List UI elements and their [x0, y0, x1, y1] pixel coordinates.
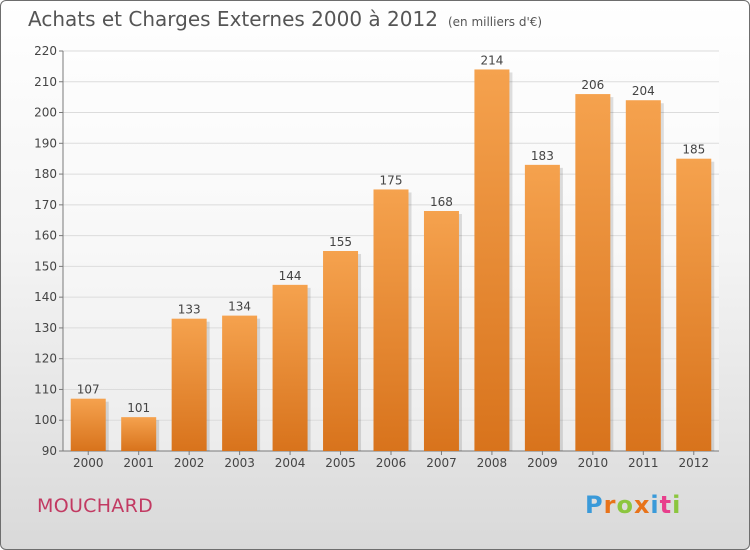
logo-letter: o	[616, 491, 634, 519]
y-tick-label: 100	[34, 413, 57, 427]
bar	[575, 94, 611, 452]
x-tick-label: 2001	[123, 456, 154, 470]
bar	[70, 398, 106, 451]
bar	[272, 284, 308, 451]
bar-value-label: 175	[380, 173, 403, 187]
y-tick-label: 180	[34, 167, 57, 181]
bar-value-label: 107	[77, 383, 100, 397]
x-tick-label: 2000	[73, 456, 104, 470]
bar	[423, 211, 459, 451]
bar-value-label: 214	[480, 53, 503, 67]
bar-value-label: 144	[279, 269, 302, 283]
y-tick-label: 130	[34, 321, 57, 335]
y-tick-label: 210	[34, 75, 57, 89]
y-tick-label: 220	[34, 44, 57, 58]
bar	[222, 315, 258, 451]
bar-value-label: 206	[581, 78, 604, 92]
bar	[524, 164, 560, 451]
bar	[625, 100, 661, 451]
y-tick-label: 200	[34, 106, 57, 120]
x-tick-label: 2007	[426, 456, 457, 470]
logo-letter: x	[633, 491, 651, 519]
bar-value-label: 134	[228, 300, 251, 314]
commune-name: MOUCHARD	[37, 495, 154, 517]
chart-title-block: Achats et Charges Externes 2000 à 2012 (e…	[28, 7, 542, 31]
x-tick-label: 2009	[527, 456, 558, 470]
bar-value-label: 204	[632, 84, 655, 98]
y-tick-label: 120	[34, 352, 57, 366]
x-tick-label: 2005	[325, 456, 356, 470]
logo-letter: i	[650, 491, 660, 519]
bar	[373, 189, 409, 451]
bar-value-label: 155	[329, 235, 352, 249]
y-tick-label: 140	[34, 290, 57, 304]
x-tick-label: 2006	[376, 456, 407, 470]
chart-title: Achats et Charges Externes 2000 à 2012	[28, 7, 438, 31]
x-tick-label: 2004	[275, 456, 306, 470]
bar-value-label: 168	[430, 195, 453, 209]
x-tick-label: 2002	[174, 456, 205, 470]
y-tick-label: 110	[34, 382, 57, 396]
bar	[171, 318, 207, 451]
logo-letter: r	[603, 491, 617, 519]
bar	[474, 69, 510, 451]
y-tick-label: 150	[34, 259, 57, 273]
y-tick-label: 190	[34, 136, 57, 150]
bar	[121, 417, 157, 451]
x-tick-label: 2008	[477, 456, 508, 470]
bar-value-label: 101	[127, 401, 150, 415]
bar-value-label: 183	[531, 149, 554, 163]
chart-unit: (en milliers d'€)	[447, 15, 543, 29]
bar-value-label: 185	[682, 143, 705, 157]
bar	[676, 158, 712, 451]
proxiti-logo: Proxiti	[585, 491, 681, 519]
logo-letter: t	[659, 491, 673, 519]
bar-value-label: 133	[178, 303, 201, 317]
x-tick-label: 2003	[224, 456, 255, 470]
y-tick-label: 90	[42, 444, 57, 458]
x-tick-label: 2010	[578, 456, 609, 470]
x-tick-label: 2012	[678, 456, 709, 470]
logo-letter: P	[585, 491, 604, 519]
logo-letter: i	[672, 491, 682, 519]
bar	[323, 251, 359, 451]
y-tick-label: 170	[34, 198, 57, 212]
x-tick-label: 2011	[628, 456, 659, 470]
y-tick-label: 160	[34, 229, 57, 243]
